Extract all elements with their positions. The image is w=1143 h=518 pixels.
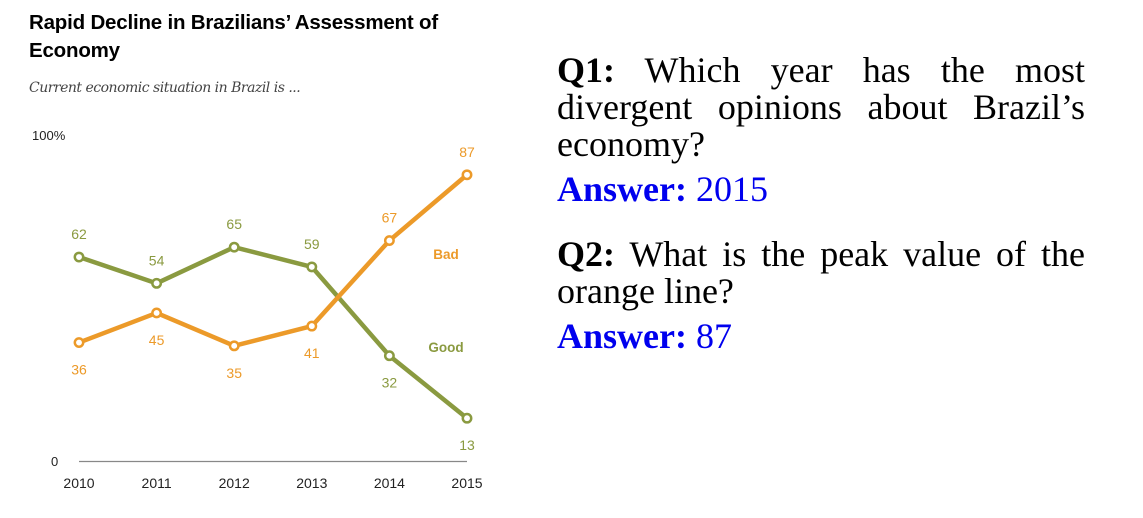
line-chart: 100% 0 2010 2011 2012 2013 2014 2015 62 54 65 59 32 1… <box>32 128 483 491</box>
question-text: What is the peak value of the orange lin… <box>557 234 1085 311</box>
legend-label-good: Good <box>428 340 463 355</box>
data-label: 59 <box>304 236 320 252</box>
data-label: 45 <box>149 332 165 348</box>
x-tick-label: 2014 <box>374 475 405 491</box>
data-point <box>151 277 163 289</box>
chart-panel: Rapid Decline in Brazilians’ Assessment … <box>0 0 520 518</box>
series-line-bad <box>78 173 469 349</box>
x-tick-label: 2012 <box>219 475 250 491</box>
qa-panel: Q1: Which year has the most divergent op… <box>557 52 1085 383</box>
data-label: 65 <box>226 216 242 232</box>
data-point <box>306 320 318 332</box>
data-point <box>228 241 240 253</box>
answer-1: Answer: 2015 <box>557 171 1085 208</box>
data-label: 54 <box>149 252 165 268</box>
data-point <box>383 235 395 247</box>
chart-title: Rapid Decline in Brazilians’ Assessment … <box>29 11 438 62</box>
data-label: 87 <box>459 144 475 160</box>
legend-label-bad: Bad <box>433 247 459 262</box>
question-label: Q2: <box>557 234 615 274</box>
answer-text: 87 <box>695 316 732 356</box>
data-label: 13 <box>459 437 475 453</box>
question-1: Q1: Which year has the most divergent op… <box>557 52 1085 163</box>
question-label: Q1: <box>557 50 615 90</box>
data-label: 41 <box>304 345 320 361</box>
y-tick-top: 100% <box>32 128 66 143</box>
answer-2: Answer: 87 <box>557 318 1085 355</box>
answer-label: Answer: <box>557 169 687 209</box>
question-text: Which year has the most divergent opinio… <box>557 50 1085 164</box>
series-line-good <box>78 244 469 420</box>
answer-text: 2015 <box>695 169 768 209</box>
data-point <box>151 307 163 319</box>
chart-subtitle: Current economic situation in Brazil is … <box>29 80 301 96</box>
data-point <box>461 169 473 181</box>
data-label: 67 <box>382 210 398 226</box>
x-tick-label: 2015 <box>451 475 482 491</box>
question-2: Q2: What is the peak value of the orange… <box>557 236 1085 310</box>
data-point <box>461 412 473 424</box>
data-label: 62 <box>71 226 87 242</box>
x-tick-label: 2013 <box>296 475 327 491</box>
data-point <box>306 261 318 273</box>
data-point <box>73 251 85 263</box>
data-point <box>383 350 395 362</box>
x-tick-label: 2010 <box>63 475 94 491</box>
data-label: 36 <box>71 362 87 378</box>
data-label: 35 <box>226 365 242 381</box>
data-point <box>73 337 85 349</box>
y-tick-zero: 0 <box>51 454 58 469</box>
data-point <box>228 340 240 352</box>
answer-label: Answer: <box>557 316 687 356</box>
data-label: 32 <box>382 375 398 391</box>
x-tick-label: 2011 <box>142 475 172 491</box>
